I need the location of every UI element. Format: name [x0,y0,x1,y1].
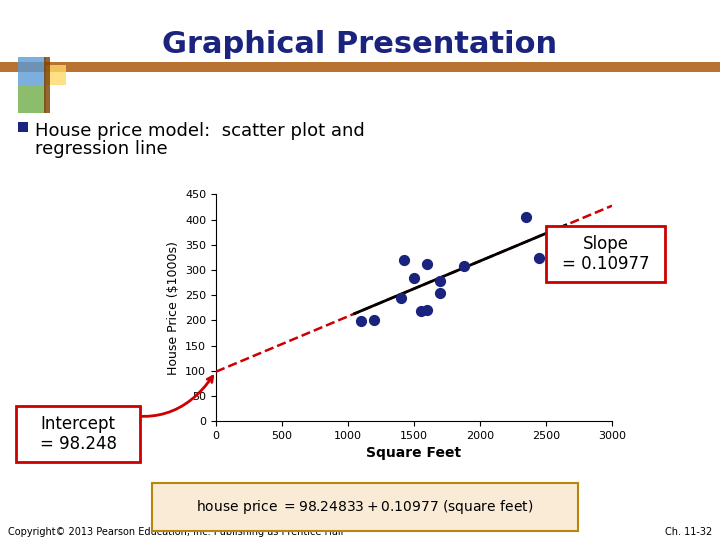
Point [421,306,433,315]
Text: regression line: regression line [35,140,168,158]
Point [356,316,367,325]
Point [395,293,407,302]
Bar [46,65,66,85]
Point [398,256,410,265]
Point [534,254,545,262]
Point [435,288,446,297]
Bar [18,122,28,132]
Text: Intercept
= 98.248: Intercept = 98.248 [40,415,117,454]
Bar [44,57,50,113]
Bar [18,85,46,113]
Point [458,262,469,271]
Text: Copyright© 2013 Pearson Education, Inc. Publishing as Prentice Hall: Copyright© 2013 Pearson Education, Inc. … [8,527,343,537]
Point [369,316,380,325]
X-axis label: Square Feet: Square Feet [366,447,462,461]
Point [521,213,532,221]
Text: Ch. 11-32: Ch. 11-32 [665,527,712,537]
Text: Graphical Presentation: Graphical Presentation [163,30,557,59]
Point [415,307,426,315]
Bar [18,57,46,85]
Point [408,273,420,282]
Point [435,276,446,285]
Point [554,251,565,259]
FancyBboxPatch shape [152,483,578,531]
Point [421,260,433,268]
Y-axis label: House Price ($1000s): House Price ($1000s) [166,241,179,375]
FancyBboxPatch shape [546,226,665,282]
Bar [0,62,720,72]
Text: Slope
= 0.10977: Slope = 0.10977 [562,234,649,273]
Text: house price $= 98.24833 + 0.10977$ (square feet): house price $= 98.24833 + 0.10977$ (squa… [197,498,534,516]
Text: House price model:  scatter plot and: House price model: scatter plot and [35,122,365,140]
FancyBboxPatch shape [16,406,140,462]
